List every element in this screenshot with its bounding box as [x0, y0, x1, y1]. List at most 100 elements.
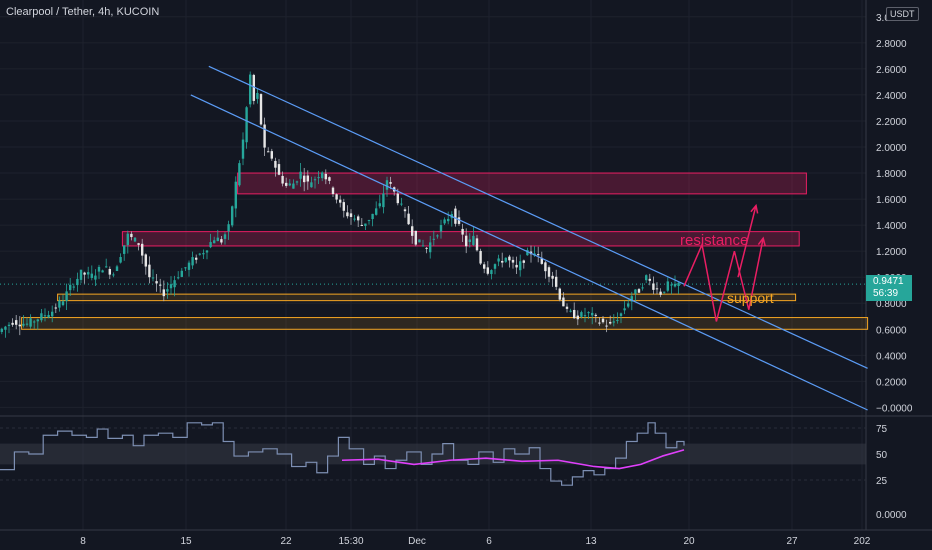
candle-body	[105, 266, 108, 268]
candle-body	[259, 94, 263, 125]
price-tick-label: 1.2000	[876, 247, 907, 258]
candle-body	[591, 312, 594, 316]
projection-path-secondary	[737, 205, 757, 278]
candle-body	[277, 164, 281, 175]
candle-body	[652, 283, 655, 290]
price-tick-label: 0.4000	[876, 351, 907, 362]
candle-body	[69, 284, 72, 291]
candle-body	[569, 310, 572, 312]
candle-body	[659, 291, 662, 295]
candle-body	[155, 281, 158, 284]
candle-body	[346, 212, 349, 217]
time-tick-label: 15	[180, 536, 192, 547]
price-tick-label: 2.8000	[876, 39, 907, 50]
candle-body	[540, 257, 543, 264]
price-tick-label: −0.0000	[876, 403, 913, 414]
candle-body	[666, 281, 669, 291]
candle-body	[144, 254, 147, 267]
rsi-pane	[0, 422, 866, 486]
last-price-tag: 0.9471 56:39	[866, 275, 912, 301]
zones-layer	[21, 172, 869, 330]
candle-body	[40, 313, 43, 321]
time-tick-label: 13	[585, 536, 597, 547]
candle-body	[364, 223, 367, 226]
time-tick-label: 20	[683, 536, 695, 547]
candle-body	[54, 307, 57, 309]
candle-body	[677, 282, 680, 286]
candle-body	[479, 250, 482, 264]
candle-body	[133, 237, 137, 242]
candle-body	[331, 187, 335, 195]
candle-body	[256, 93, 259, 99]
candle-body	[457, 217, 461, 224]
candle-body	[4, 326, 7, 330]
candle-body	[537, 254, 540, 256]
candle-body	[148, 264, 151, 278]
resistance-zone-0	[237, 172, 807, 195]
projection-arrowhead	[750, 203, 759, 214]
candle-body	[425, 247, 428, 249]
candle-body	[285, 182, 288, 186]
candle-body	[418, 239, 421, 243]
candle-body	[357, 216, 360, 221]
price-tick-label: 0.8000	[876, 299, 907, 310]
symbol-title: Clearpool / Tether, 4h, KUCOIN	[6, 6, 160, 18]
candle-body	[295, 181, 299, 183]
candle-body	[180, 270, 183, 277]
candle-body	[126, 233, 129, 246]
candle-body	[79, 269, 83, 280]
time-tick-label: 202	[854, 536, 871, 547]
candle-body	[15, 320, 18, 325]
candle-body	[270, 151, 273, 159]
candle-body	[576, 315, 579, 320]
candle-body	[504, 257, 507, 262]
candle-body	[555, 276, 558, 287]
rsi-bottom-label: 0.0000	[876, 510, 907, 521]
candle-body	[400, 203, 403, 205]
candle-body	[245, 107, 248, 143]
candle-body	[375, 208, 378, 215]
candle-body	[281, 175, 284, 184]
candles-layer	[0, 71, 680, 338]
candle-body	[101, 270, 104, 273]
candle-body	[310, 182, 313, 188]
candle-body	[497, 258, 500, 262]
candle-body	[558, 288, 561, 300]
candle-body	[360, 224, 363, 226]
candle-body	[335, 194, 338, 200]
candle-body	[501, 260, 504, 263]
candle-body	[36, 319, 39, 322]
support-zone-1	[21, 317, 869, 330]
price-tick-label: 0.6000	[876, 325, 907, 336]
support-zone-0	[57, 293, 797, 302]
candle-body	[655, 288, 659, 290]
candle-body	[407, 213, 410, 225]
candle-body	[313, 179, 317, 181]
candle-body	[454, 208, 457, 224]
candle-body	[87, 272, 90, 275]
candle-body	[76, 278, 79, 286]
candle-body	[472, 235, 475, 245]
channel-line-1	[190, 94, 868, 411]
candle-body	[339, 199, 342, 203]
candle-body	[468, 239, 471, 243]
rsi-line	[0, 422, 685, 486]
candle-body	[663, 291, 666, 293]
candle-body	[130, 233, 133, 238]
candle-body	[389, 182, 392, 184]
candle-body	[403, 209, 407, 212]
candle-body	[565, 306, 569, 309]
time-tick-label: 22	[280, 536, 292, 547]
candle-body	[317, 177, 320, 179]
candle-body	[673, 283, 677, 287]
candle-body	[580, 312, 583, 317]
candle-body	[306, 175, 309, 182]
candle-body	[51, 311, 54, 317]
candle-body	[637, 289, 641, 293]
candle-body	[115, 266, 119, 272]
rsi-ma-line	[341, 449, 685, 470]
candle-body	[65, 291, 68, 302]
currency-badge[interactable]: USDT	[886, 7, 919, 21]
candle-body	[594, 314, 597, 316]
